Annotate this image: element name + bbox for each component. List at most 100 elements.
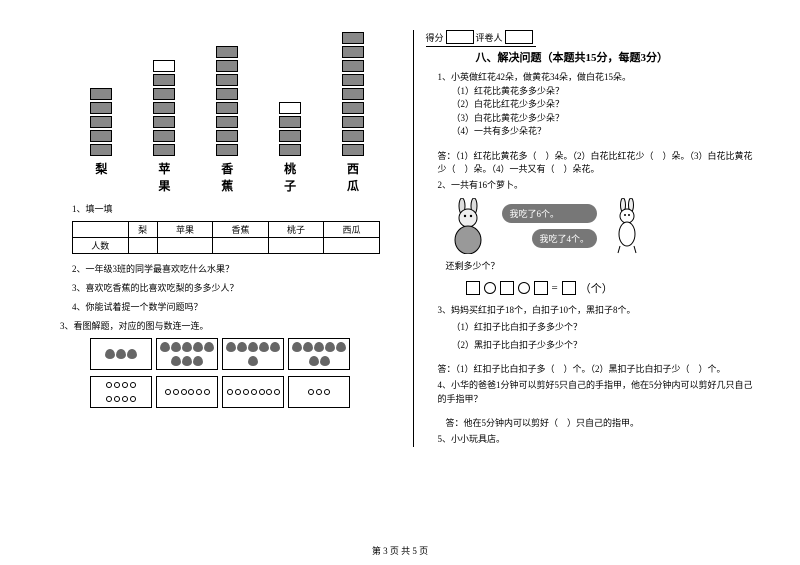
speech-bubble-2: 我吃了4个。 <box>532 229 598 248</box>
th: 苹果 <box>157 222 213 238</box>
ans1: 答：（1）红花比黄花多（ ）朵。（2）白花比红花少（ ）朵。（3）白花比黄花少（… <box>438 149 761 175</box>
cell[interactable] <box>128 238 157 254</box>
ans4: 答：他在5分钟内可以剪好（ ）只自己的指甲。 <box>446 416 761 429</box>
p1-4: （4）一共有多少朵花？ <box>452 125 761 139</box>
grader-cell[interactable] <box>505 30 533 44</box>
page-footer: 第 3 页 共 5 页 <box>0 544 800 557</box>
bar-block <box>279 116 301 128</box>
page: 梨苹果香蕉桃子西瓜 1、填一填 梨 苹果 香蕉 桃子 西瓜 人数 2、一年级3班… <box>0 0 800 457</box>
score-label: 得分 <box>426 31 444 44</box>
th: 西瓜 <box>324 222 380 238</box>
cell[interactable] <box>324 238 380 254</box>
bar-column <box>342 32 364 156</box>
bar-block <box>342 144 364 156</box>
eq-op[interactable] <box>518 282 530 294</box>
bar-block <box>279 144 301 156</box>
bar-block <box>279 130 301 142</box>
p1-2: （2）白花比红花少多少朵？ <box>452 98 761 112</box>
table-data-row: 人数 <box>73 238 380 254</box>
q4: 4、你能试着提一个数学问题吗？ <box>72 300 395 313</box>
dot-box-1 <box>90 376 152 408</box>
bar-labels: 梨苹果香蕉桃子西瓜 <box>60 160 395 194</box>
dot-box-row <box>90 376 395 408</box>
fill-table: 梨 苹果 香蕉 桃子 西瓜 人数 <box>72 221 380 254</box>
bar-label: 西瓜 <box>342 160 364 194</box>
bar-column <box>279 102 301 156</box>
th-empty <box>73 222 129 238</box>
th: 香蕉 <box>213 222 269 238</box>
bar-block <box>90 102 112 114</box>
p1-3: （3）白花比黄花少多少朵？ <box>452 112 761 126</box>
bar-block <box>342 130 364 142</box>
bar-block <box>216 46 238 58</box>
p2-q: 还剩多少个？ <box>446 260 761 274</box>
bar-block <box>342 46 364 58</box>
bar-block <box>342 116 364 128</box>
bar-block <box>153 102 175 114</box>
cell[interactable] <box>157 238 213 254</box>
score-underline <box>426 46 536 47</box>
speech-bubble-1: 我吃了6个。 <box>502 204 598 223</box>
table-header-row: 梨 苹果 香蕉 桃子 西瓜 <box>73 222 380 238</box>
bar-block <box>342 74 364 86</box>
score-header: 得分 评卷人 <box>426 30 761 44</box>
bar-column <box>216 46 238 156</box>
dot-box-3 <box>222 376 284 408</box>
cell[interactable] <box>268 238 324 254</box>
th: 桃子 <box>268 222 324 238</box>
bar-block <box>153 144 175 156</box>
rabbit-left-icon <box>446 196 496 256</box>
fruit-image-row <box>90 338 395 370</box>
p1-1: （1）红花比黄花多多少朵？ <box>452 85 761 99</box>
dot-box-2 <box>156 376 218 408</box>
ans3: 答：（1）红扣子比白扣子多（ ）个。（2）黑扣子比白扣子少（ ）个。 <box>438 362 761 375</box>
bar-label: 香蕉 <box>216 160 238 194</box>
q2: 2、一年级3班的同学最喜欢吃什么水果？ <box>72 262 395 275</box>
score-cell[interactable] <box>446 30 474 44</box>
fruit-box-2 <box>156 338 218 370</box>
fruit-box-3 <box>222 338 284 370</box>
eq-box[interactable] <box>500 281 514 295</box>
q3: 3、喜欢吃香蕉的比喜欢吃梨的多多少人？ <box>72 281 395 294</box>
bar-block <box>90 130 112 142</box>
section-title: 八、解决问题（本题共15分，每题3分） <box>476 49 761 65</box>
th: 梨 <box>128 222 157 238</box>
bar-block <box>216 130 238 142</box>
bar-block <box>342 60 364 72</box>
cell[interactable] <box>213 238 269 254</box>
eq-unit: （个） <box>580 280 613 296</box>
p3-2: （2）黑扣子比白扣子少多少个？ <box>452 339 761 353</box>
p3-1: （1）红扣子比白扣子多多少个？ <box>452 321 761 335</box>
eq-box[interactable] <box>562 281 576 295</box>
p1: 1、小英做红花42朵，做黄花34朵，做白花15朵。 <box>438 71 761 85</box>
bar-label: 苹果 <box>153 160 175 194</box>
bar-block <box>216 116 238 128</box>
equals-text: = <box>552 282 558 294</box>
p5: 5、小小玩具店。 <box>438 433 761 447</box>
q5: 3、看图解题，对应的图与数连一连。 <box>60 319 395 332</box>
grader-label: 评卷人 <box>476 31 503 44</box>
bar-block <box>90 116 112 128</box>
eq-box[interactable] <box>534 281 548 295</box>
bar-column <box>90 88 112 156</box>
right-column: 得分 评卷人 八、解决问题（本题共15分，每题3分） 1、小英做红花42朵，做黄… <box>413 30 761 447</box>
eq-op[interactable] <box>484 282 496 294</box>
bar-block <box>216 144 238 156</box>
bar-block <box>153 88 175 100</box>
bar-block <box>90 144 112 156</box>
bar-block <box>342 32 364 44</box>
left-column: 梨苹果香蕉桃子西瓜 1、填一填 梨 苹果 香蕉 桃子 西瓜 人数 2、一年级3班… <box>60 30 403 447</box>
bar-block <box>216 74 238 86</box>
p3: 3、妈妈买红扣子18个，白扣子10个，黑扣子8个。 <box>438 304 761 318</box>
bar-block <box>342 102 364 114</box>
row-label: 人数 <box>73 238 129 254</box>
bar-label: 梨 <box>90 160 112 194</box>
bar-block <box>342 88 364 100</box>
bar-block <box>153 60 175 72</box>
bubbles: 我吃了6个。 我吃了4个。 <box>502 204 598 248</box>
fruit-box-1 <box>90 338 152 370</box>
equation-line: = （个） <box>466 280 761 296</box>
eq-box[interactable] <box>466 281 480 295</box>
bar-chart <box>60 30 395 160</box>
p2: 2、一共有16个萝卜。 <box>438 179 761 193</box>
